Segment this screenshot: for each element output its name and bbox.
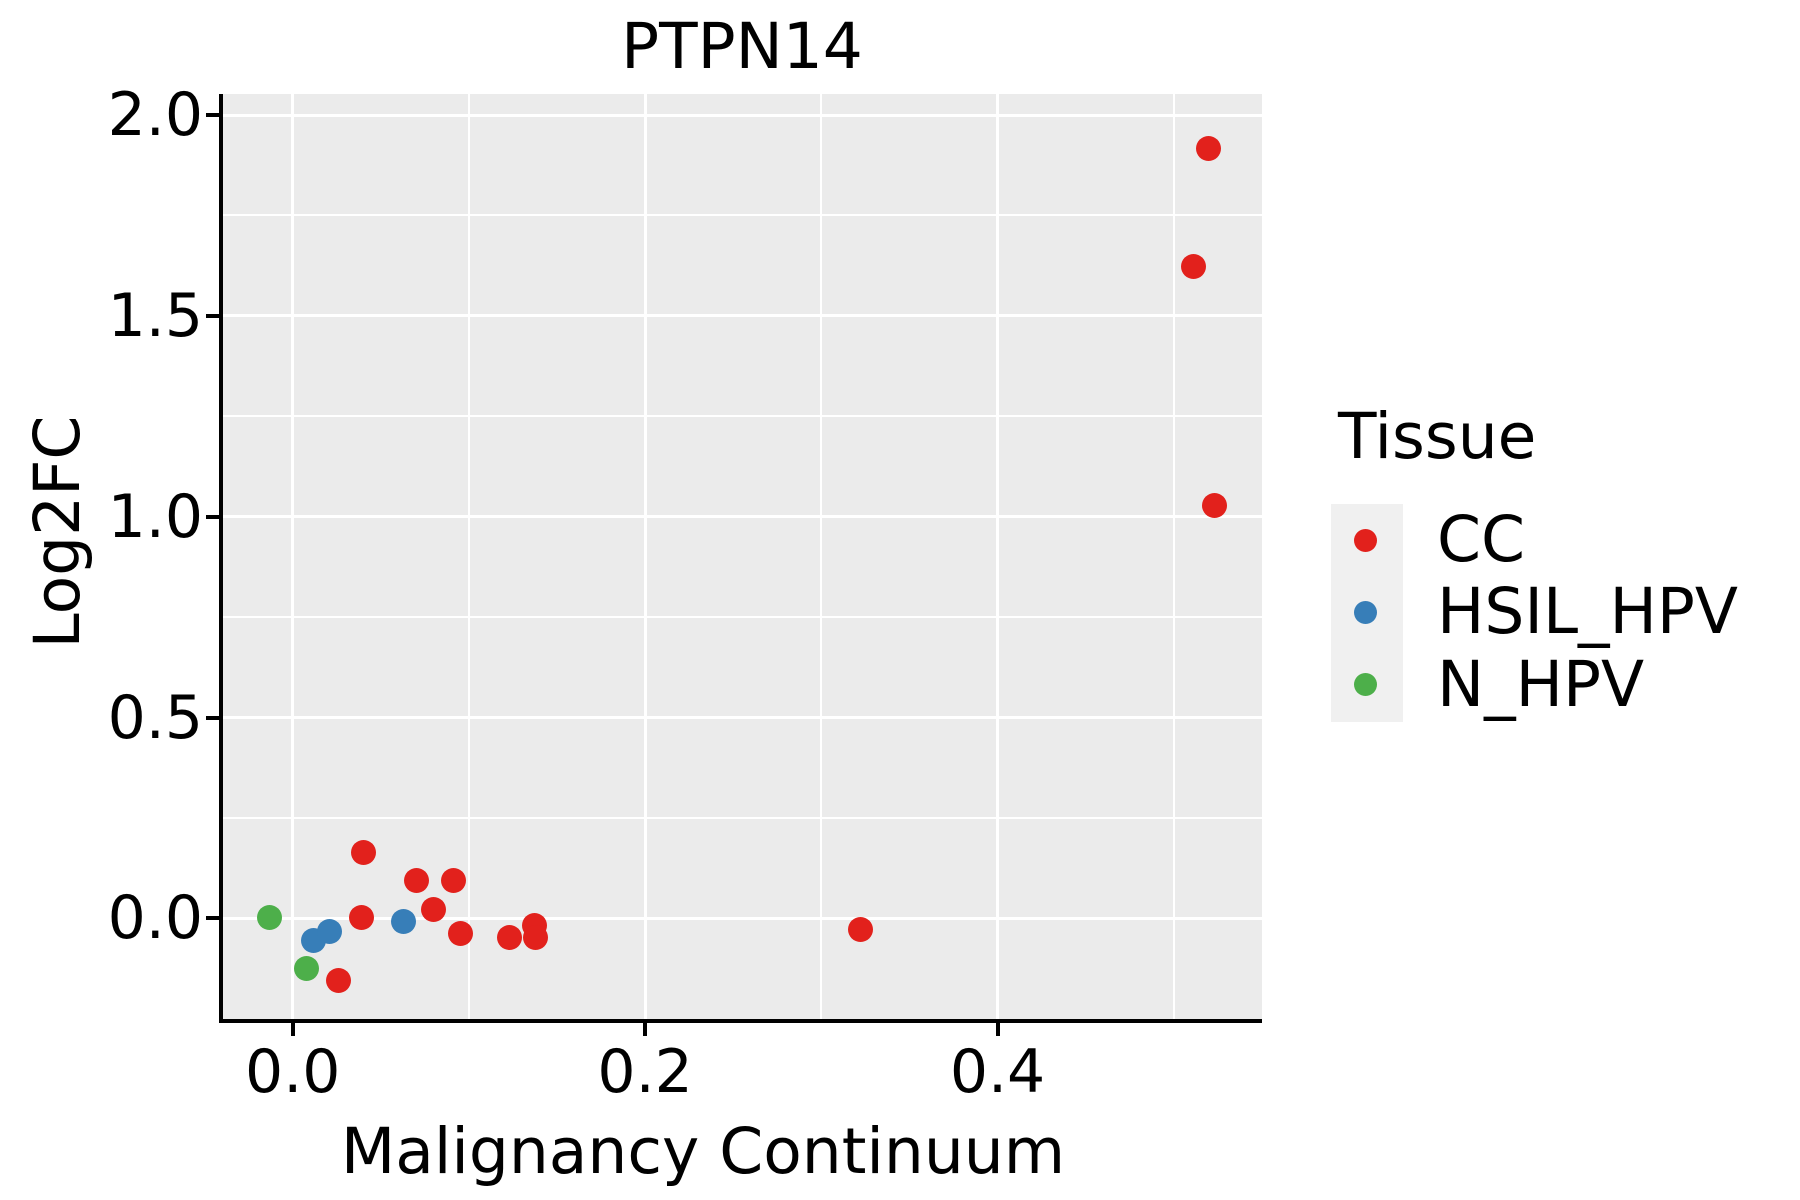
legend-title: Tissue — [1338, 400, 1537, 473]
data-point-HSIL_HPV — [391, 908, 417, 934]
y-tick-mark — [206, 313, 219, 318]
data-point-CC — [447, 920, 473, 946]
legend-dot-CC — [1354, 528, 1377, 552]
y-tick-mark — [206, 916, 219, 921]
x-tick-label: 0.2 — [597, 1037, 693, 1107]
data-point-CC — [440, 868, 466, 894]
x-tick-label: 0.4 — [949, 1037, 1046, 1107]
chart-title: PTPN14 — [621, 10, 863, 83]
y-tick-label: 0.5 — [107, 682, 203, 753]
gridline-x-minor — [1172, 94, 1175, 1019]
data-point-N_HPV — [294, 955, 320, 981]
y-tick-label: 2.0 — [107, 80, 203, 151]
legend-label-HSIL_HPV: HSIL_HPV — [1437, 575, 1739, 649]
data-point-CC — [847, 916, 873, 942]
plot-panel — [223, 94, 1262, 1019]
gridline-y-minor — [223, 214, 1262, 217]
data-point-CC — [421, 897, 447, 923]
gridline-x-minor — [820, 94, 823, 1019]
gridline-y-minor — [223, 816, 1262, 819]
data-point-CC — [1201, 492, 1227, 518]
x-tick-mark — [290, 1023, 295, 1036]
gridline-x-major — [996, 94, 1000, 1019]
gridline-y-major — [223, 314, 1262, 318]
y-tick-mark — [206, 715, 219, 720]
data-point-HSIL_HPV — [317, 918, 343, 944]
data-point-CC — [496, 924, 522, 950]
y-tick-mark — [206, 514, 219, 519]
legend-dot-HSIL_HPV — [1354, 600, 1377, 624]
x-tick-mark — [995, 1023, 1000, 1036]
x-tick-mark — [643, 1023, 648, 1036]
y-tick-label: 0.0 — [107, 883, 203, 954]
data-point-CC — [1196, 136, 1222, 162]
gridline-x-minor — [467, 94, 470, 1019]
data-point-CC — [326, 968, 352, 994]
y-axis-spine — [219, 94, 223, 1023]
gridline-x-major — [643, 94, 647, 1019]
gridline-y-major — [223, 916, 1262, 920]
gridline-y-major — [223, 515, 1262, 519]
data-point-CC — [1180, 254, 1206, 280]
data-point-CC — [523, 924, 549, 950]
gridline-y-major — [223, 716, 1262, 719]
y-tick-label: 1.5 — [107, 280, 203, 351]
legend-label-CC: CC — [1437, 503, 1525, 576]
legend-dot-N_HPV — [1354, 673, 1377, 697]
x-axis-label: Malignancy Continuum — [340, 1115, 1066, 1188]
data-point-N_HPV — [257, 904, 283, 930]
data-point-CC — [403, 868, 429, 894]
gridline-x-major — [291, 94, 295, 1019]
data-point-CC — [348, 905, 374, 931]
gridline-y-major — [223, 113, 1262, 117]
x-axis-spine — [219, 1019, 1262, 1023]
gridline-y-minor — [223, 616, 1262, 619]
y-axis-label: Log2FC — [21, 415, 94, 649]
data-point-CC — [350, 839, 376, 865]
y-tick-mark — [206, 113, 219, 118]
legend-label-N_HPV: N_HPV — [1437, 647, 1645, 721]
x-tick-label: 0.0 — [245, 1037, 341, 1107]
gridline-y-minor — [223, 415, 1262, 418]
y-tick-label: 1.0 — [107, 481, 203, 552]
